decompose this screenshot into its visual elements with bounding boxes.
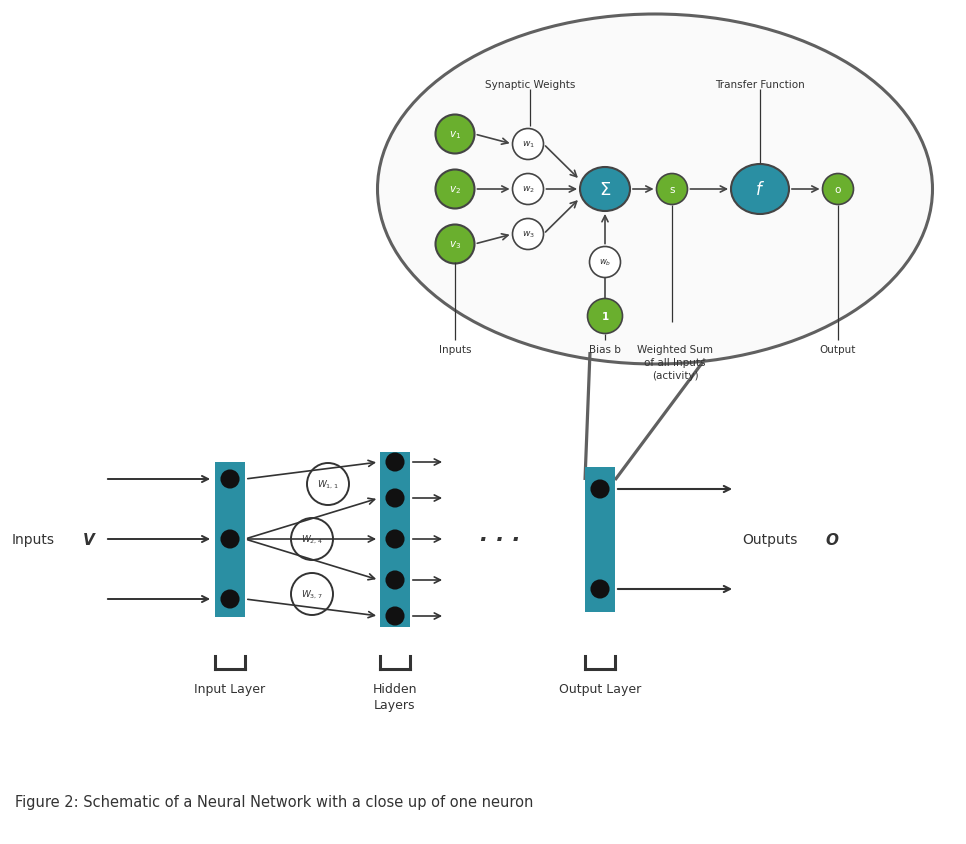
Circle shape <box>513 175 544 205</box>
Ellipse shape <box>731 165 789 214</box>
Circle shape <box>386 454 404 471</box>
Circle shape <box>513 129 544 160</box>
Text: 1: 1 <box>602 311 609 322</box>
Text: $w_1$: $w_1$ <box>522 139 534 150</box>
Bar <box>215 462 245 617</box>
Text: $v_2$: $v_2$ <box>449 184 461 196</box>
Text: $f$: $f$ <box>755 181 765 199</box>
Text: $v_1$: $v_1$ <box>449 129 461 141</box>
Text: $w_3$: $w_3$ <box>522 230 534 240</box>
Text: $W_{1,1}$: $W_{1,1}$ <box>317 479 339 490</box>
Circle shape <box>591 581 609 598</box>
Text: Input Layer: Input Layer <box>194 682 266 695</box>
Text: $w_2$: $w_2$ <box>522 185 534 195</box>
Circle shape <box>221 471 239 488</box>
Circle shape <box>513 219 544 250</box>
Circle shape <box>291 518 333 560</box>
Circle shape <box>589 247 620 279</box>
Ellipse shape <box>378 15 932 365</box>
Text: · · ·: · · · <box>479 529 521 549</box>
Circle shape <box>386 572 404 589</box>
Text: Inputs: Inputs <box>439 344 471 354</box>
Circle shape <box>221 531 239 548</box>
Text: $w_b$: $w_b$ <box>599 257 611 268</box>
Text: $\bfit{V}$: $\bfit{V}$ <box>82 532 97 548</box>
Text: Transfer Function: Transfer Function <box>715 80 805 90</box>
Circle shape <box>221 591 239 608</box>
Text: Hidden
Layers: Hidden Layers <box>373 682 417 711</box>
Circle shape <box>591 481 609 498</box>
Text: s: s <box>669 185 674 195</box>
Circle shape <box>822 175 854 205</box>
Text: Outputs: Outputs <box>742 533 797 546</box>
Circle shape <box>291 573 333 615</box>
Circle shape <box>436 225 474 264</box>
Circle shape <box>307 463 349 506</box>
Circle shape <box>657 175 688 205</box>
Text: $v_3$: $v_3$ <box>449 239 461 251</box>
Circle shape <box>386 608 404 625</box>
Text: Inputs: Inputs <box>12 533 55 546</box>
Text: Output: Output <box>820 344 856 354</box>
Text: $W_{2,4}$: $W_{2,4}$ <box>301 533 323 545</box>
Circle shape <box>436 116 474 154</box>
Text: Output Layer: Output Layer <box>559 682 641 695</box>
Bar <box>380 452 410 627</box>
Text: Figure 2: Schematic of a Neural Network with a close up of one neuron: Figure 2: Schematic of a Neural Network … <box>15 794 533 809</box>
Circle shape <box>436 170 474 209</box>
Circle shape <box>386 531 404 548</box>
Circle shape <box>587 299 622 334</box>
Text: Synaptic Weights: Synaptic Weights <box>485 80 575 90</box>
Text: $W_{3,7}$: $W_{3,7}$ <box>301 588 323 600</box>
Text: Weighted Sum
of all Inputs
(activity): Weighted Sum of all Inputs (activity) <box>637 344 713 380</box>
Ellipse shape <box>580 168 630 212</box>
Text: $\Sigma$: $\Sigma$ <box>599 181 611 199</box>
Text: Bias b: Bias b <box>589 344 621 354</box>
Bar <box>585 467 615 612</box>
Circle shape <box>386 490 404 507</box>
Text: $\bfit{O}$: $\bfit{O}$ <box>825 532 839 548</box>
Text: o: o <box>835 185 841 195</box>
